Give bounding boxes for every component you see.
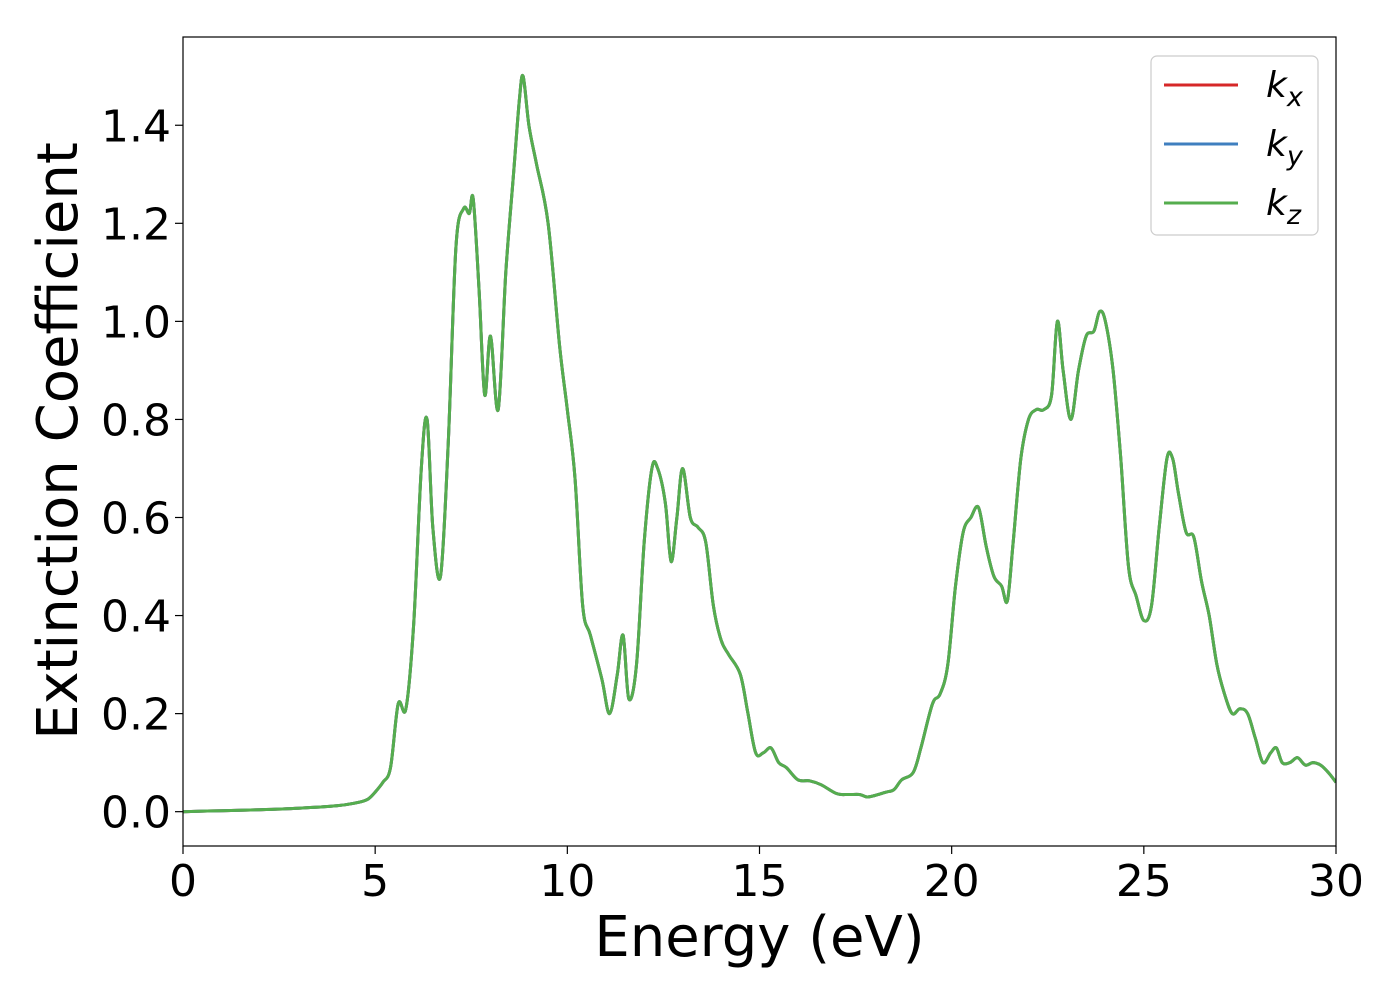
y-tick-label: 0.4 [101,592,171,643]
y-tick-label: 1.4 [101,101,171,152]
x-tick-label: 0 [169,856,197,907]
y-tick-label: 1.0 [101,297,171,348]
legend: kx ky kz [1150,55,1319,236]
y-axis: 0.0 0.2 0.4 0.6 0.8 1.0 1.2 1.4 [101,101,183,839]
x-tick-label: 25 [1116,856,1172,907]
x-tick-label: 30 [1308,856,1364,907]
y-tick-label: 0.2 [101,690,171,741]
y-tick-label: 0.0 [101,788,171,839]
x-axis-label: Energy (eV) [594,905,924,970]
y-tick-label: 1.2 [101,199,171,250]
x-tick-label: 15 [732,856,788,907]
y-tick-label: 0.6 [101,493,171,544]
legend-label-kz: kz [1266,183,1302,231]
x-tick-label: 20 [924,856,980,907]
legend-label-ky: ky [1266,124,1304,172]
x-tick-label: 5 [361,856,389,907]
y-axis-label: Extinction Coefficient [26,142,91,740]
y-tick-label: 0.8 [101,395,171,446]
series-line-kz [183,73,1336,814]
legend-label-kx: kx [1266,65,1304,113]
x-tick-label: 10 [539,856,595,907]
x-axis: 0 5 10 15 20 25 30 [169,846,1364,907]
plot-area [183,73,1336,814]
